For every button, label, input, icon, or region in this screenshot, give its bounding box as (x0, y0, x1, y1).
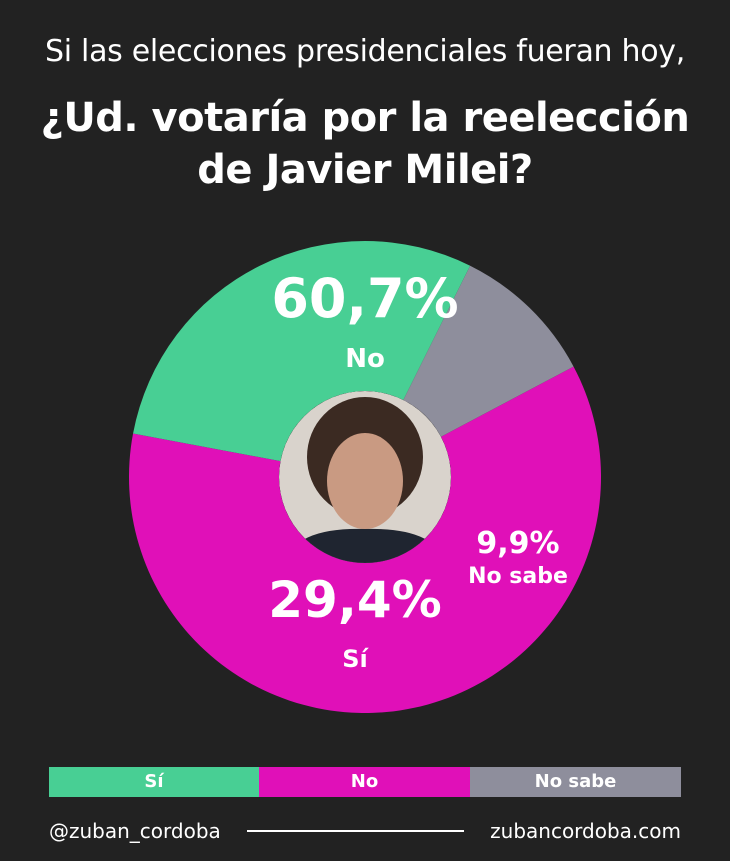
legend-item-si: Sí (49, 767, 259, 797)
legend-item-no-sabe: No sabe (470, 767, 681, 797)
social-handle: @zuban_cordoba (49, 819, 221, 843)
category-label-no-sabe: No sabe (468, 564, 568, 589)
page-title: ¿Ud. votaría por la reelección de Javier… (0, 92, 730, 196)
footer: @zuban_cordoba zubancordoba.com (49, 816, 681, 846)
value-label-si: 29,4% (268, 571, 441, 629)
value-label-no-sabe: 9,9% (476, 526, 559, 561)
category-label-si: Sí (342, 645, 369, 673)
title-line-1: ¿Ud. votaría por la reelección (40, 95, 690, 141)
title-line-2: de Javier Milei? (197, 147, 533, 193)
legend: Sí No No sabe (49, 767, 681, 797)
subtitle: Si las elecciones presidenciales fueran … (45, 34, 685, 69)
slice-no-sabe (403, 265, 574, 437)
footer-divider (246, 830, 465, 832)
slice-si (133, 241, 471, 462)
value-label-no: 60,7% (271, 267, 458, 330)
category-label-no: No (345, 344, 385, 374)
website-link: zubancordoba.com (490, 819, 681, 843)
portrait-photo-icon (279, 391, 451, 563)
legend-item-no: No (259, 767, 470, 797)
slice-no (128, 366, 601, 713)
